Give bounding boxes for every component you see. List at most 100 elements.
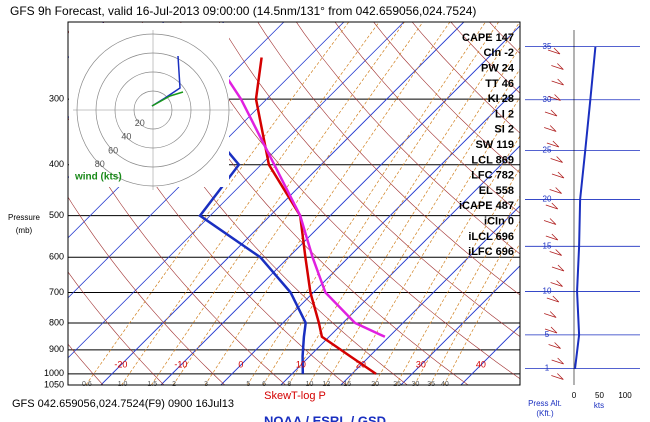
index: KI 28 bbox=[488, 93, 514, 105]
x-tick-label: 30 bbox=[416, 359, 426, 369]
index: SW 119 bbox=[475, 139, 514, 151]
height-tick-label: 25 bbox=[543, 146, 552, 155]
mixing-ratio-line bbox=[373, 135, 520, 385]
wind-barb bbox=[551, 63, 564, 70]
x-tick-label: 20 bbox=[356, 359, 366, 369]
wind-barb bbox=[550, 156, 563, 163]
dry-adiabat bbox=[68, 343, 104, 385]
hodograph-ring-label: 60 bbox=[108, 145, 118, 155]
index: LI 2 bbox=[495, 108, 514, 120]
mixing-ratio-line bbox=[288, 22, 520, 385]
height-tick-label: 15 bbox=[543, 241, 552, 250]
hodograph-ring-label: 40 bbox=[121, 132, 131, 142]
mixing-ratio-label: 0.6 bbox=[82, 381, 92, 388]
plot-frame bbox=[67, 21, 521, 386]
isotherm-tick bbox=[220, 85, 520, 385]
wind-barb bbox=[551, 373, 564, 380]
isotherm-tick bbox=[100, 22, 465, 385]
dry-adiabat bbox=[334, 22, 520, 214]
index: LCL 869 bbox=[471, 154, 514, 166]
mixing-ratio-label: 15 bbox=[343, 381, 351, 388]
mixing-ratio-label: 2 bbox=[172, 381, 176, 388]
height-tick-label: 1 bbox=[545, 364, 550, 373]
wind-barb bbox=[551, 264, 565, 272]
wind-barb bbox=[543, 218, 557, 225]
x-tick-label: -10 bbox=[174, 359, 187, 369]
wind-tick-label: 100 bbox=[618, 391, 632, 400]
index: CIn -2 bbox=[483, 47, 514, 59]
y-axis-label: Pressure bbox=[8, 213, 41, 222]
index: iCIn 0 bbox=[484, 216, 514, 228]
height-tick-label: 5 bbox=[545, 330, 550, 339]
mixing-ratio-label: 6 bbox=[262, 381, 266, 388]
mixing-ratio-label: 1.5 bbox=[147, 381, 157, 388]
mixing-ratio-line bbox=[324, 68, 520, 385]
wind-barb bbox=[546, 140, 560, 148]
wind-tick-label: 50 bbox=[595, 391, 604, 400]
mixing-ratio-line bbox=[204, 22, 451, 385]
height-axis-label: Press Alt. bbox=[528, 399, 562, 408]
wind-barb bbox=[545, 233, 559, 241]
wind-axis-label: kts bbox=[594, 401, 604, 410]
isotherm bbox=[68, 22, 405, 359]
chart-title: GFS 9h Forecast, valid 16-Jul-2013 09:00… bbox=[10, 4, 476, 18]
dry-adiabat bbox=[68, 271, 165, 385]
dry-adiabat bbox=[180, 22, 520, 380]
credit: NOAA / ESRL / GSD bbox=[264, 413, 386, 422]
index: iLFC 696 bbox=[468, 246, 514, 258]
mixing-ratio-line bbox=[308, 46, 520, 385]
wind-barb bbox=[545, 202, 559, 210]
mixing-ratio-line bbox=[429, 220, 520, 385]
mixing-ratio-label: 3 bbox=[204, 381, 208, 388]
wind-barb bbox=[549, 249, 562, 256]
mixing-ratio-line bbox=[121, 22, 380, 385]
index: EL 558 bbox=[479, 185, 514, 197]
x-tick-label: 0 bbox=[238, 359, 243, 369]
mixing-ratio-line bbox=[414, 195, 520, 385]
wind-barb bbox=[546, 295, 560, 303]
x-tick-label: 40 bbox=[476, 359, 486, 369]
mixing-ratio-label: 35 bbox=[427, 381, 435, 388]
wind-barb bbox=[548, 94, 561, 101]
y-tick-label: 600 bbox=[49, 252, 64, 262]
wind-barb bbox=[544, 311, 557, 318]
dry-adiabat bbox=[68, 196, 225, 385]
y-tick-label: 900 bbox=[49, 344, 64, 354]
x-axis-label: SkewT-log P bbox=[264, 390, 326, 402]
x-tick-label: -20 bbox=[114, 359, 127, 369]
wind-speed-line bbox=[574, 46, 597, 369]
mixing-ratio-label: 1.0 bbox=[118, 381, 128, 388]
wind-barb bbox=[544, 125, 557, 132]
wind-barb bbox=[544, 109, 558, 117]
index: CAPE 147 bbox=[462, 32, 514, 44]
isotherm-tick bbox=[400, 265, 520, 385]
hodograph-label: wind (kts) bbox=[74, 172, 122, 183]
wind-tick-label: 0 bbox=[572, 391, 577, 400]
mixing-ratio-label: 8 bbox=[287, 381, 291, 388]
wind-barb bbox=[551, 357, 564, 365]
mixing-ratio-line bbox=[443, 242, 520, 385]
hodograph-bg bbox=[69, 23, 229, 187]
mixing-ratio-line bbox=[151, 22, 405, 385]
y-axis-label: (mb) bbox=[16, 226, 33, 235]
index: iLCL 696 bbox=[468, 231, 514, 243]
index: SI 2 bbox=[494, 124, 514, 136]
footer: GFS 042.659056,024.7524(F9) 0900 16Jul13 bbox=[12, 398, 234, 410]
index: LFC 782 bbox=[471, 170, 514, 182]
height-tick-label: 35 bbox=[543, 42, 552, 51]
dry-adiabat bbox=[257, 22, 520, 296]
wind-barb bbox=[544, 326, 558, 334]
height-tick-label: 20 bbox=[543, 195, 552, 204]
hodograph-ring-label: 20 bbox=[135, 118, 145, 128]
dry-adiabat bbox=[411, 22, 520, 134]
wind-barb bbox=[551, 78, 564, 86]
y-tick-label: 400 bbox=[49, 159, 64, 169]
wind-barb bbox=[547, 47, 561, 55]
wind-barb bbox=[550, 280, 563, 287]
mixing-ratio-label: 20 bbox=[371, 381, 379, 388]
mixing-ratio-line bbox=[247, 22, 486, 385]
y-tick-label: 1050 bbox=[44, 379, 64, 389]
mixing-ratio-label: 5 bbox=[246, 381, 250, 388]
